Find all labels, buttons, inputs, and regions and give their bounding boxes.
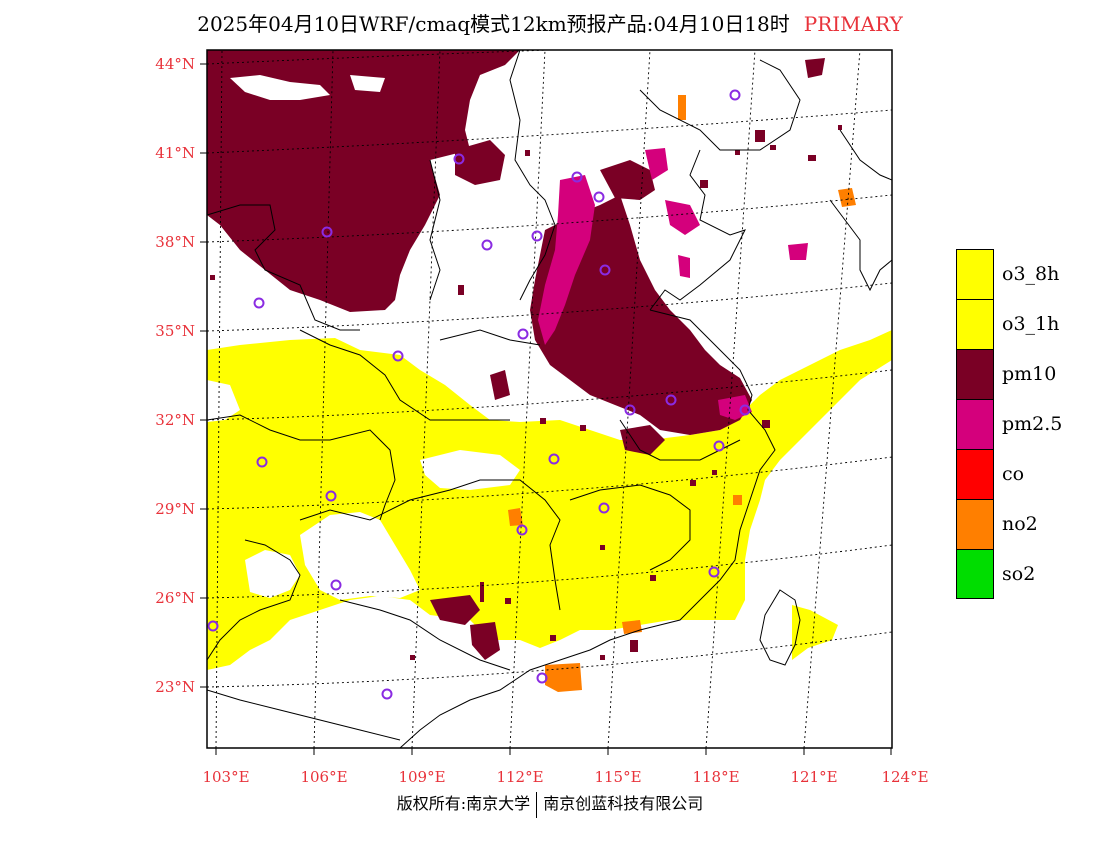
lon-labels: 103°E 106°E 109°E 112°E 115°E 118°E 121°… — [202, 768, 928, 786]
lat-label: 26°N — [155, 589, 195, 607]
lat-label: 29°N — [155, 500, 195, 518]
lon-label: 103°E — [202, 768, 249, 786]
lon-label: 115°E — [594, 768, 641, 786]
pm10-northwest — [207, 50, 520, 312]
lon-label: 112°E — [496, 768, 543, 786]
lat-labels: 44°N 41°N 38°N 35°N 32°N 29°N 26°N 23°N — [155, 55, 195, 696]
legend-swatch — [956, 249, 994, 299]
legend-swatch — [956, 499, 994, 549]
title-text: 2025年04月10日WRF/cmaq模式12km预报产品:04月10日18时 — [197, 12, 790, 36]
clear-patches — [207, 380, 520, 600]
legend-label: pm2.5 — [1002, 413, 1063, 435]
lat-label: 41°N — [155, 144, 195, 162]
lon-label: 106°E — [300, 768, 347, 786]
copyright-owner: 版权所有:南京大学 — [396, 794, 531, 813]
map-title: 2025年04月10日WRF/cmaq模式12km预报产品:04月10日18时 P… — [0, 8, 1100, 37]
lon-gridlines — [215, 50, 861, 748]
map-frame — [206, 49, 893, 749]
lat-label: 44°N — [155, 55, 195, 73]
map-plot-area — [207, 50, 892, 748]
copyright-company: 南京创蓝科技有限公司 — [543, 794, 704, 813]
legend-swatch — [956, 349, 994, 399]
footer-divider — [536, 791, 538, 818]
lon-label: 109°E — [398, 768, 445, 786]
legend-swatch — [956, 299, 994, 349]
legend-swatch — [956, 549, 994, 599]
legend-label: o3_1h — [1002, 313, 1060, 335]
o3-region — [207, 330, 892, 670]
legend-label: no2 — [1002, 513, 1038, 535]
legend-label: o3_8h — [1002, 263, 1060, 285]
boundaries — [207, 50, 892, 748]
legend-swatch — [956, 399, 994, 449]
lon-label: 118°E — [692, 768, 739, 786]
pm10-speckles — [210, 125, 842, 660]
copyright-footer: 版权所有:南京大学 南京创蓝科技有限公司 — [0, 790, 1100, 818]
lat-label: 35°N — [155, 322, 195, 340]
lon-label: 121°E — [790, 768, 837, 786]
lon-label: 124°E — [881, 768, 928, 786]
primary-tag: PRIMARY — [803, 12, 903, 36]
legend-label: so2 — [1002, 563, 1036, 585]
station-markers — [207, 89, 751, 700]
lat-label: 23°N — [155, 678, 195, 696]
lat-label: 38°N — [155, 233, 195, 251]
lat-label: 32°N — [155, 411, 195, 429]
pm10-central — [430, 58, 825, 660]
legend-swatch — [956, 449, 994, 499]
pm25-region — [538, 148, 808, 420]
legend-label: co — [1002, 463, 1025, 485]
legend-label: pm10 — [1002, 363, 1057, 385]
tick-marks — [200, 63, 892, 755]
